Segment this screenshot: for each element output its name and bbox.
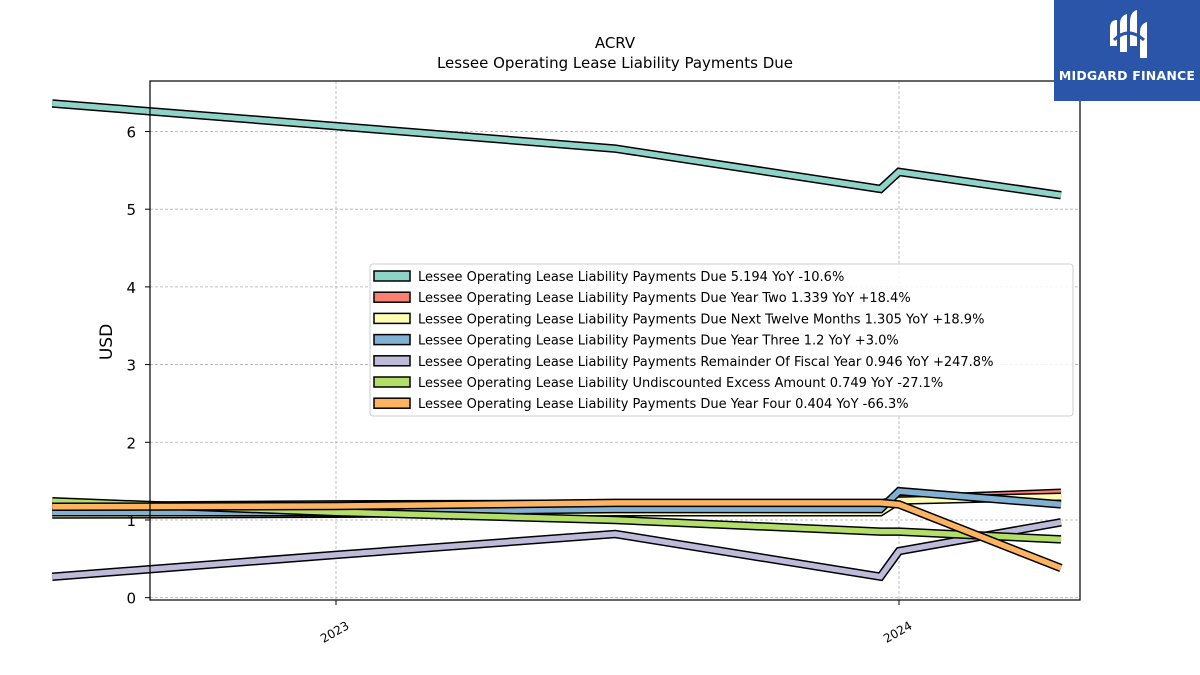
legend-entry-1: Lessee Operating Lease Liability Payment… (418, 270, 844, 285)
legend-swatch-6 (373, 376, 411, 388)
series-line-5 (51, 519, 1062, 580)
y-axis: 0 1 2 3 4 5 6 (126, 124, 150, 608)
legend-entry-3: Lessee Operating Lease Liability Payment… (418, 312, 984, 327)
legend-entry-2: Lessee Operating Lease Liability Payment… (418, 291, 911, 306)
y-tick-label: 4 (126, 279, 136, 297)
legend-swatch-2 (373, 291, 411, 303)
legend-entry-7: Lessee Operating Lease Liability Payment… (418, 397, 909, 412)
x-tick-label: 2024 (881, 618, 914, 645)
y-tick-label: 0 (126, 590, 136, 608)
legend-swatch-4 (373, 333, 411, 346)
x-axis: 2023 2024 (318, 600, 915, 646)
y-tick-label: 1 (126, 512, 136, 530)
legend-swatch-3 (373, 312, 411, 325)
chart-subtitle: Lessee Operating Lease Liability Payment… (437, 54, 793, 72)
y-tick-label: 3 (126, 357, 136, 375)
legend-swatch-1 (373, 270, 411, 282)
x-tick-label: 2023 (318, 618, 351, 645)
legend: Lessee Operating Lease Liability Payment… (369, 263, 1074, 417)
legend-box (369, 263, 1074, 417)
brand-name: MIDGARD FINANCE (1058, 68, 1196, 83)
series-layer (51, 99, 1063, 582)
legend-entry-5: Lessee Operating Lease Liability Payment… (418, 355, 993, 370)
legend-swatch-5 (373, 355, 411, 367)
series-line-7 (52, 500, 1063, 571)
legend-entry-4: Lessee Operating Lease Liability Payment… (418, 334, 899, 349)
series-line-1 (51, 100, 1062, 198)
legend-swatch-7 (373, 397, 411, 409)
y-tick-label: 6 (126, 124, 136, 142)
y-tick-label: 2 (126, 434, 136, 452)
y-tick-label: 5 (126, 201, 136, 219)
midgard-logo-icon (1110, 10, 1147, 58)
chart-title: ACRV (595, 34, 636, 52)
y-axis-label: USD (97, 324, 117, 360)
legend-entry-6: Lessee Operating Lease Liability Undisco… (418, 376, 943, 391)
brand-logo: MIDGARD FINANCE (1054, 0, 1200, 101)
plot-frame (149, 80, 1081, 601)
